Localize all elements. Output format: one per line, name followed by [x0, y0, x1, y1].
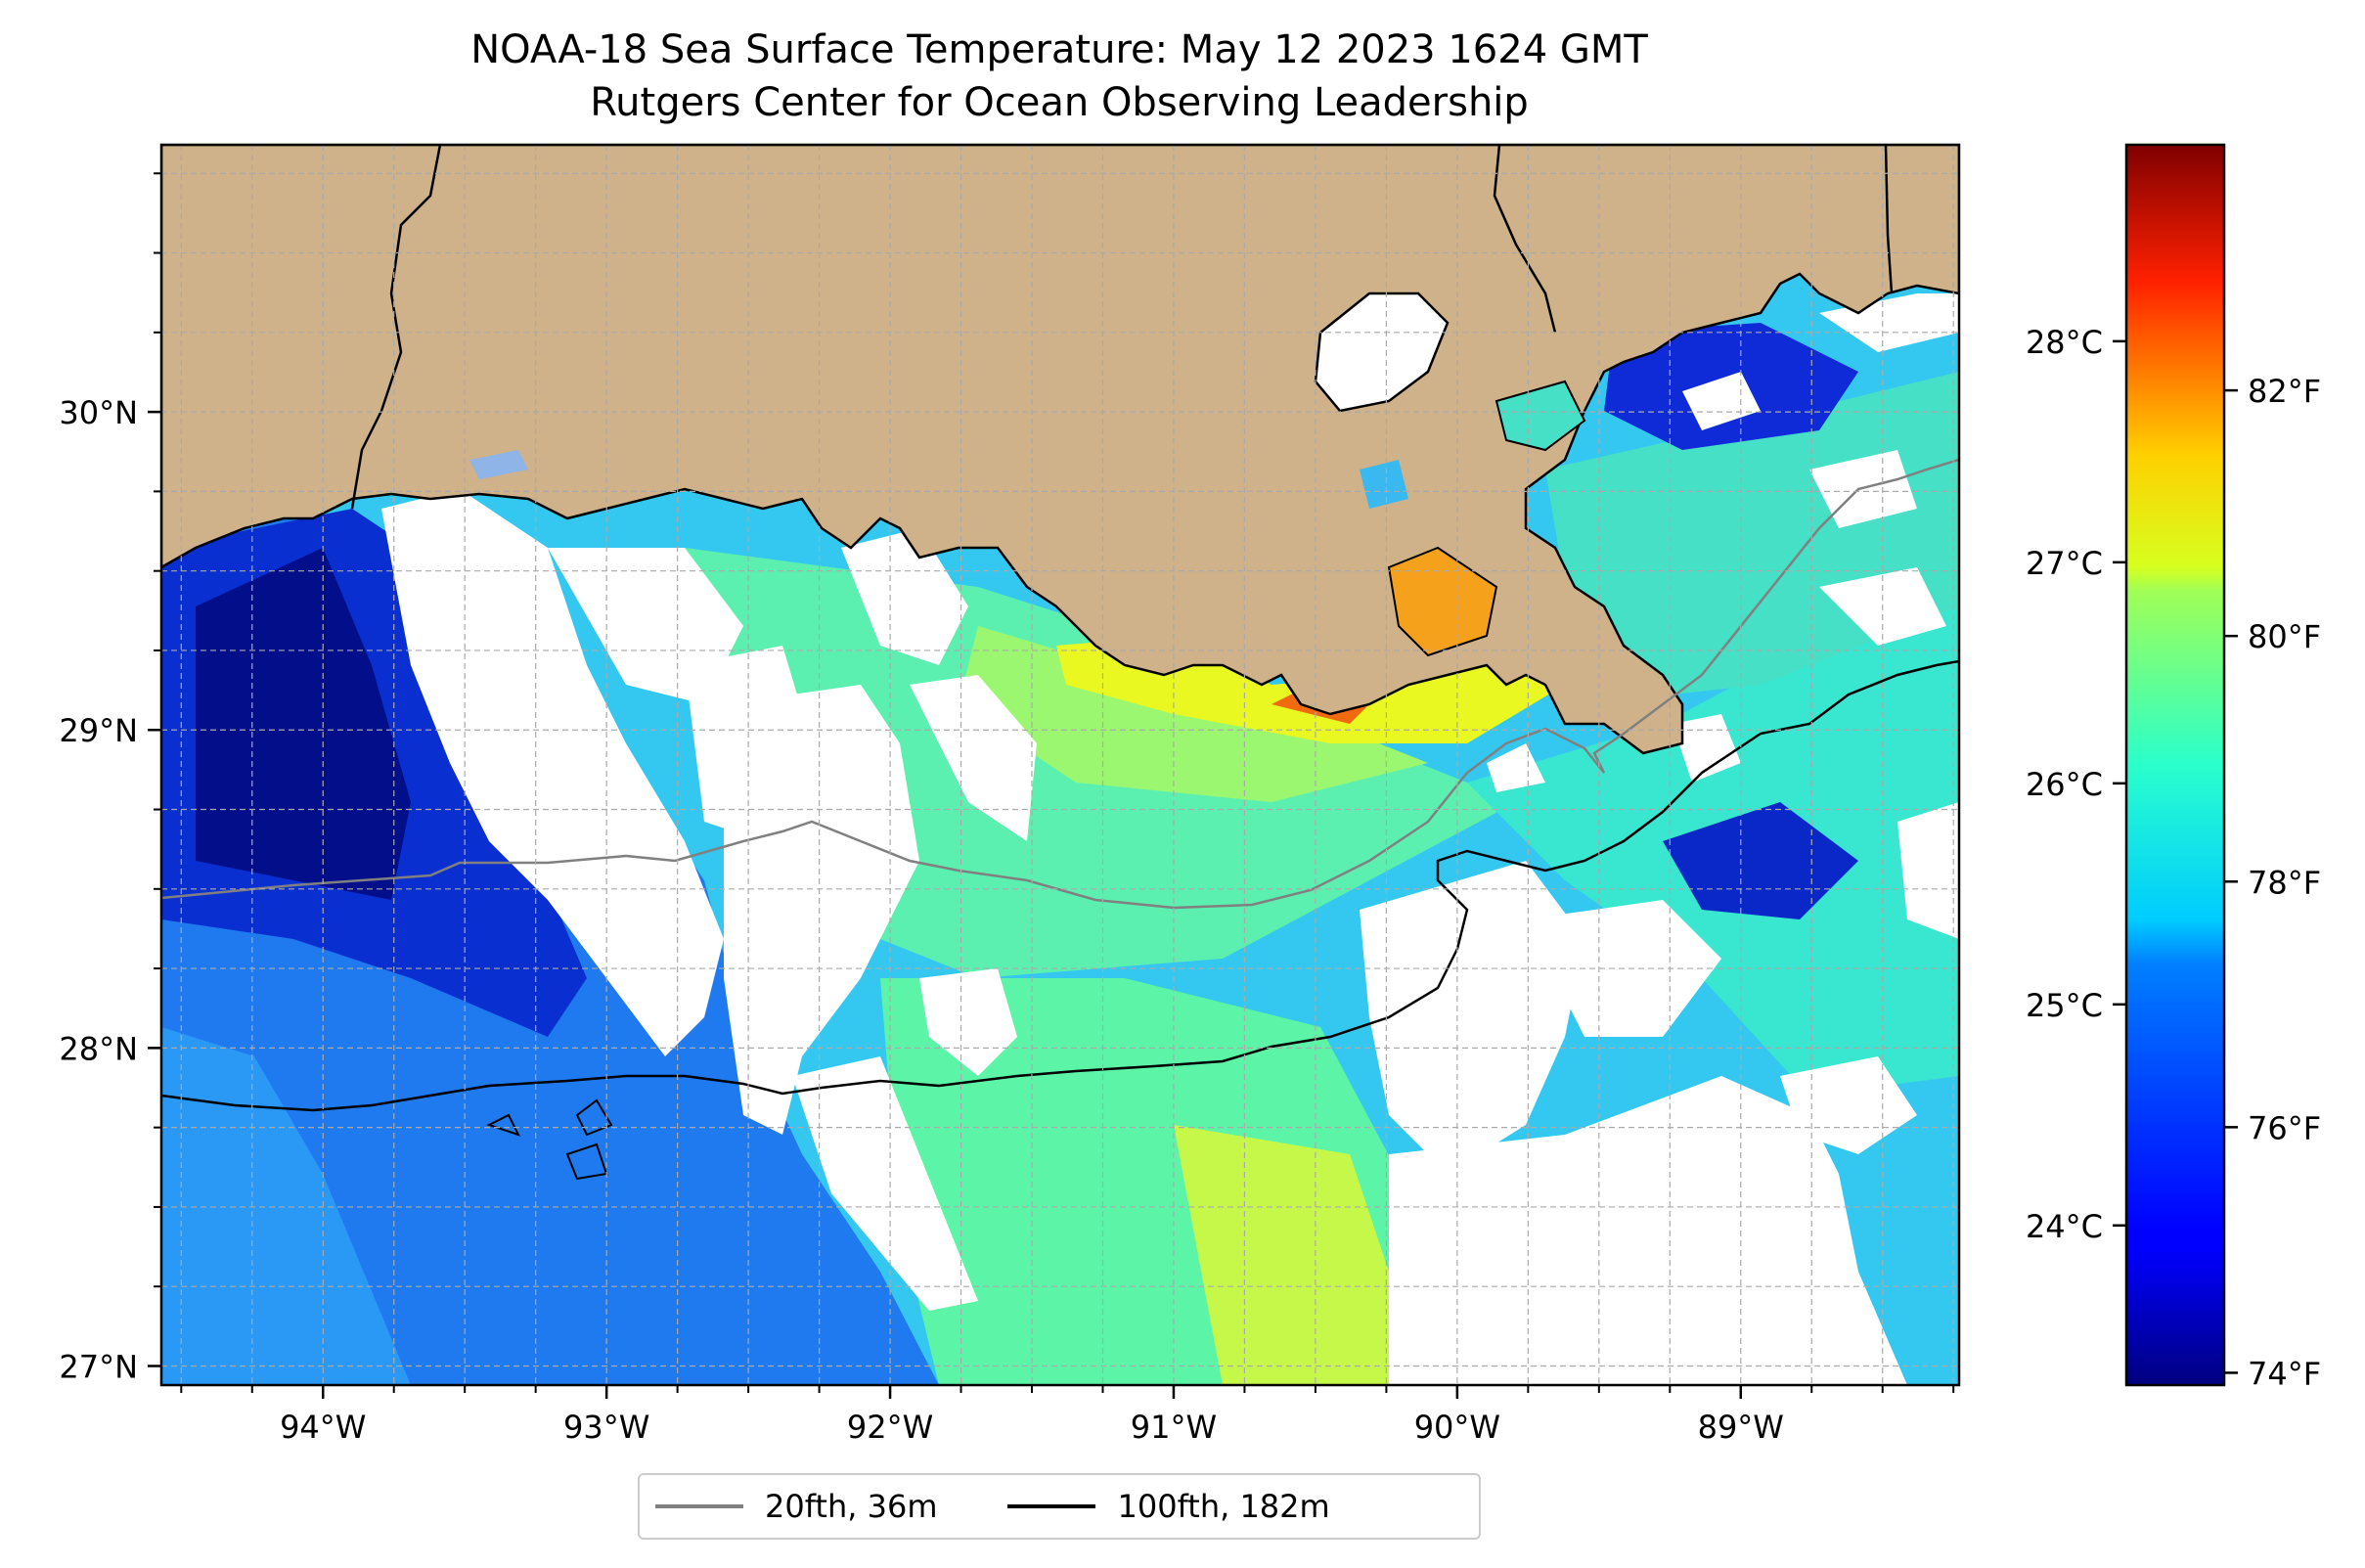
sst-cool-region-south	[161, 1027, 411, 1385]
tick-label-lon: 89°W	[1698, 1409, 1784, 1446]
isobath-100fth	[161, 659, 1959, 1112]
cloud-mask	[1487, 743, 1545, 792]
map-frame	[159, 143, 1961, 1387]
cloud-mask	[910, 675, 1037, 841]
legend-swatch-20fth	[655, 1504, 743, 1508]
legend: 20fth, 36m 100fth, 182m	[638, 1473, 1481, 1540]
cloud-mask	[1780, 1056, 1917, 1154]
colorbar-label-f: 74°F	[2248, 1355, 2321, 1392]
lake	[1495, 380, 1586, 452]
cloud-mask	[724, 685, 919, 1135]
legend-label-20fth: 20fth, 36m	[765, 1488, 938, 1525]
colorbar-label-f: 80°F	[2248, 618, 2321, 655]
colorbar-label-c: 28°C	[2026, 324, 2103, 361]
cloud-mask	[841, 528, 968, 665]
gridlines	[161, 145, 1959, 1385]
cloud-mask	[1673, 714, 1741, 783]
cloud-mask	[1682, 372, 1761, 430]
legend-swatch-100fth	[1007, 1504, 1096, 1508]
map-title: NOAA-18 Sea Surface Temperature: May 12 …	[470, 27, 1648, 72]
tick-label-lon: 94°W	[280, 1409, 366, 1446]
legend-item-20fth: 20fth, 36m	[655, 1488, 937, 1525]
colorbar-label-f: 76°F	[2248, 1109, 2321, 1146]
lake	[1387, 546, 1498, 657]
isobath-20fth	[161, 458, 1959, 910]
colorbar-label-c: 26°C	[2026, 766, 2103, 803]
latitude-axis: 27°N 28°N 29°N 30°N	[59, 172, 161, 1385]
tick-label-lat: 27°N	[59, 1348, 138, 1385]
sst-cold-patch-east	[1663, 802, 1858, 919]
map-panel	[161, 145, 1959, 1385]
colorbar-label-f: 78°F	[2248, 864, 2321, 901]
cloud-mask	[1897, 802, 1959, 939]
colorbar-label-c: 24°C	[2026, 1208, 2103, 1245]
legend-label-100fth: 100fth, 182m	[1117, 1488, 1330, 1525]
tick-label-lon: 90°W	[1414, 1409, 1500, 1446]
lake	[1314, 291, 1450, 413]
map-subtitle: Rutgers Center for Ocean Observing Leade…	[590, 80, 1529, 125]
sst-warmest-patch-south	[1174, 1125, 1389, 1385]
colorbar-label-c: 25°C	[2026, 987, 2103, 1024]
cloud-mask	[381, 489, 724, 1056]
colorbar-celsius-axis: 24°C 25°C 26°C 27°C 28°C	[2026, 324, 2126, 1245]
colorbar	[2124, 143, 2226, 1387]
tick-label-lat: 28°N	[59, 1030, 138, 1067]
land-mass	[161, 145, 1959, 755]
tick-label-lat: 30°N	[59, 394, 138, 431]
lake	[469, 450, 528, 479]
cloud-mask	[792, 1056, 978, 1311]
cloud-mask	[919, 968, 1017, 1076]
state-boundary	[1884, 145, 1894, 294]
tick-label-lon: 92°W	[847, 1409, 933, 1446]
longitude-axis: 94°W 93°W 92°W 91°W 90°W 89°W	[180, 1385, 1955, 1446]
state-boundary	[350, 145, 442, 510]
cloud-mask	[1389, 1076, 1907, 1385]
state-boundary	[1493, 145, 1557, 334]
tick-label-lat: 29°N	[59, 712, 138, 749]
sst-coldest-region	[196, 548, 411, 900]
colorbar-label-c: 27°C	[2026, 545, 2103, 582]
legend-item-100fth: 100fth, 182m	[1007, 1488, 1330, 1525]
colorbar-fahrenheit-axis: 74°F 76°F 78°F 80°F 82°F	[2224, 373, 2321, 1392]
tick-label-lon: 93°W	[563, 1409, 649, 1446]
lake	[1360, 460, 1408, 509]
colorbar-label-f: 82°F	[2248, 373, 2321, 410]
tick-label-lon: 91°W	[1131, 1409, 1217, 1446]
